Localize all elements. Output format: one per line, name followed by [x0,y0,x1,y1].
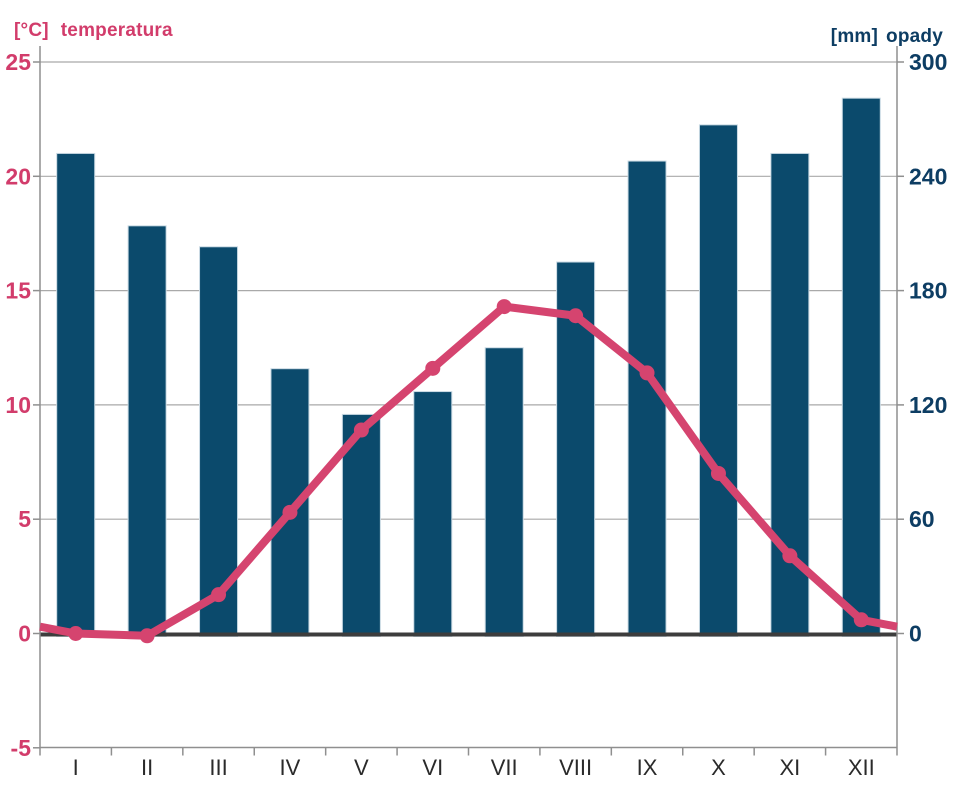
temperature-tick-label: 10 [5,392,31,418]
precipitation-tick-label: 180 [909,278,947,304]
temperature-tick-label: 5 [18,506,31,532]
precip-bar-XII [841,97,881,637]
month-label: III [209,755,227,780]
temperature-tick-label: -5 [11,735,32,761]
month-label: I [73,755,79,780]
precip-bar-X [698,124,738,638]
temperature-line [39,302,898,640]
temperature-tick-label: 20 [5,163,31,189]
temperature-tick-label: 15 [5,278,31,304]
precip-bar-II [127,225,167,638]
temp-point-IV [282,504,298,520]
temperature-tick-label: 0 [18,621,31,647]
temperature-axis-name: temperatura [60,20,173,41]
precipitation-axis-name: opady [886,26,943,47]
temperature-axis-title: [°C] temperatura [14,20,173,42]
temp-point-X [710,465,726,481]
precip-bar-I [56,152,96,637]
temp-point-II [139,628,155,644]
month-label: VIII [559,755,592,780]
temp-point-III [211,587,227,603]
temperature-tick-label: 25 [5,49,31,75]
month-label: XII [848,755,875,780]
precipitation-tick-label: 300 [909,49,947,75]
precipitation-tick-label: 120 [909,392,947,418]
temp-point-XI [782,548,798,564]
temp-point-I [68,626,84,641]
month-label: IV [280,755,301,780]
month-label: V [354,755,369,780]
precip-bar-IX [627,160,667,637]
temp-point-XII [853,612,869,628]
precipitation-tick-label: 60 [909,506,935,532]
temp-point-IX [639,365,655,381]
precipitation-tick-label: 0 [909,621,922,647]
temp-point-VIII [568,308,584,324]
month-label: VII [491,755,518,780]
temperature-axis-unit: [°C] [14,20,49,41]
month-label: IX [637,755,658,780]
precip-bar-VI [413,391,453,637]
precipitation-axis-title: [mm] opady [831,26,943,48]
precipitation-tick-label: 240 [909,163,947,189]
temp-point-VII [496,299,512,315]
month-label: II [141,755,153,780]
temp-point-VI [425,360,441,376]
month-label: XI [779,755,800,780]
temp-point-V [353,422,369,438]
precip-bar-III [199,246,239,637]
precip-bar-VII [484,347,524,637]
month-label: X [711,755,726,780]
month-label: VI [422,755,443,780]
precipitation-axis-unit: [mm] [830,26,879,47]
